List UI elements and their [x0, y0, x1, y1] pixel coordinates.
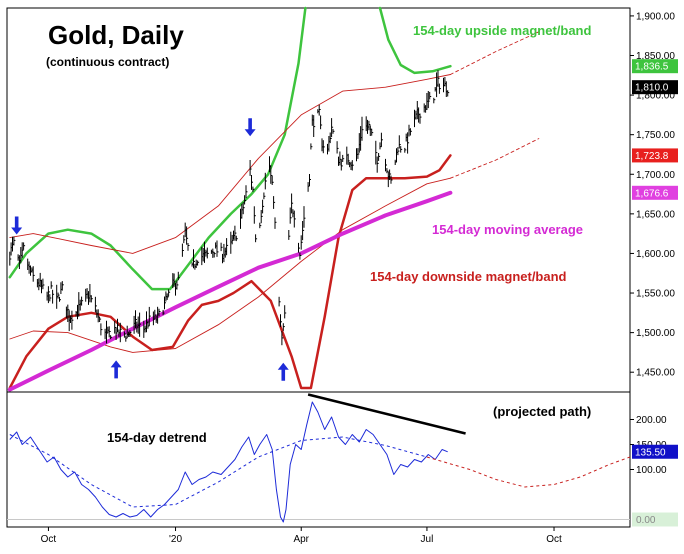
- detrend-series-cycle-1: [9, 434, 428, 508]
- price-panel: [7, 6, 540, 392]
- chart-subtitle: (continuous contract): [46, 55, 169, 69]
- y-tick-label: 1,750.00: [636, 130, 675, 141]
- y-tick-label: 1,800.00: [636, 91, 675, 102]
- y-tick-label: 1,450.00: [636, 368, 675, 379]
- marker-arrow-down-0: [11, 216, 23, 235]
- x-tick-label: Apr: [293, 534, 309, 545]
- marker-arrow-up-1: [110, 360, 122, 379]
- axes: 1,450.00 1,500.00 1,550.00 1,600.00 1,650.00…: [41, 11, 678, 545]
- detrend-panel: [7, 393, 631, 523]
- detrend-badge-label: 135.50: [635, 447, 666, 458]
- series-upside-magnet-1: [8, 6, 307, 291]
- annotation-moving-average: 154-day moving average: [432, 222, 583, 237]
- annotation-downside-band: 154-day downside magnet/band: [370, 269, 567, 284]
- price-badge-bg: [632, 148, 678, 163]
- detrend-zero-badge-label: 0.00: [636, 515, 656, 526]
- y-tick-label: 1,900.00: [636, 11, 675, 22]
- price-badge-bg: [632, 59, 678, 74]
- price-badge-label: 1,810.0: [635, 83, 669, 94]
- series-channel-lower-6: [9, 177, 451, 353]
- price-badge-bg: [632, 80, 678, 95]
- plot-frame: [6, 7, 631, 528]
- series-channel-lower-projected-7: [449, 138, 540, 179]
- chart-title: Gold, Daily: [48, 20, 184, 50]
- price-badge-bg: [632, 185, 678, 200]
- y-tick-label: 1,550.00: [636, 289, 675, 300]
- annotation-upside-band: 154-day upside magnet/band: [413, 23, 591, 38]
- x-tick-label: Oct: [546, 534, 562, 545]
- series-moving-average-8: [7, 190, 453, 392]
- x-tick-label: Oct: [41, 534, 57, 545]
- price-badge-label: 1,676.6: [635, 188, 669, 199]
- detrend-series-projection-line-3: [307, 393, 466, 435]
- detrend-series-detrend-0: [9, 401, 448, 523]
- y-tick-label: 1,500.00: [636, 328, 675, 339]
- marker-arrow-down-2: [244, 118, 256, 137]
- series-channel-upper-4: [9, 74, 451, 254]
- price-badge-label: 1,723.8: [635, 151, 669, 162]
- annotation-projected-path: (projected path): [493, 404, 591, 419]
- y-tick-label: 1,700.00: [636, 170, 675, 181]
- detrend-y-tick-label: 200.00: [636, 415, 667, 426]
- series-channel-upper-projected-5: [449, 31, 540, 75]
- y-tick-label: 1,850.00: [636, 51, 675, 62]
- detrend-title: 154-day detrend: [107, 430, 207, 445]
- detrend-zero-badge-bg: [632, 512, 678, 527]
- y-tick-label: 1,650.00: [636, 209, 675, 220]
- y-tick-label: 1,600.00: [636, 249, 675, 260]
- series-upside-magnet-2: [378, 6, 452, 75]
- price-badge-label: 1,836.5: [635, 62, 669, 73]
- x-tick-label: Jul: [421, 534, 434, 545]
- price-bars: [9, 70, 450, 346]
- detrend-badge-bg: [632, 444, 678, 459]
- x-tick-label: '20: [169, 534, 182, 545]
- detrend-y-tick-label: 100.00: [636, 465, 667, 476]
- marker-arrow-up-3: [277, 362, 289, 381]
- detrend-series-cycle-projected-2: [426, 456, 631, 488]
